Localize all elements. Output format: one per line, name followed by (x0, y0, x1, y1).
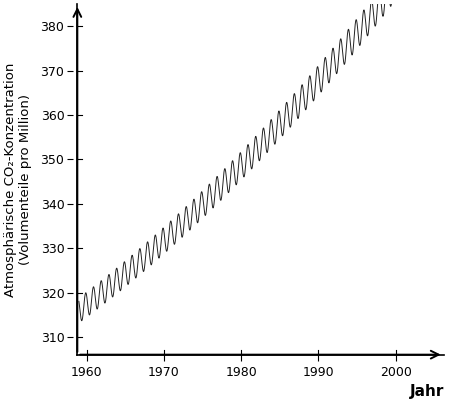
Text: Jahr: Jahr (410, 384, 444, 400)
Y-axis label: Atmosphärische CO₂-Konzentration
(Volumenteile pro Million): Atmosphärische CO₂-Konzentration (Volume… (4, 62, 32, 296)
